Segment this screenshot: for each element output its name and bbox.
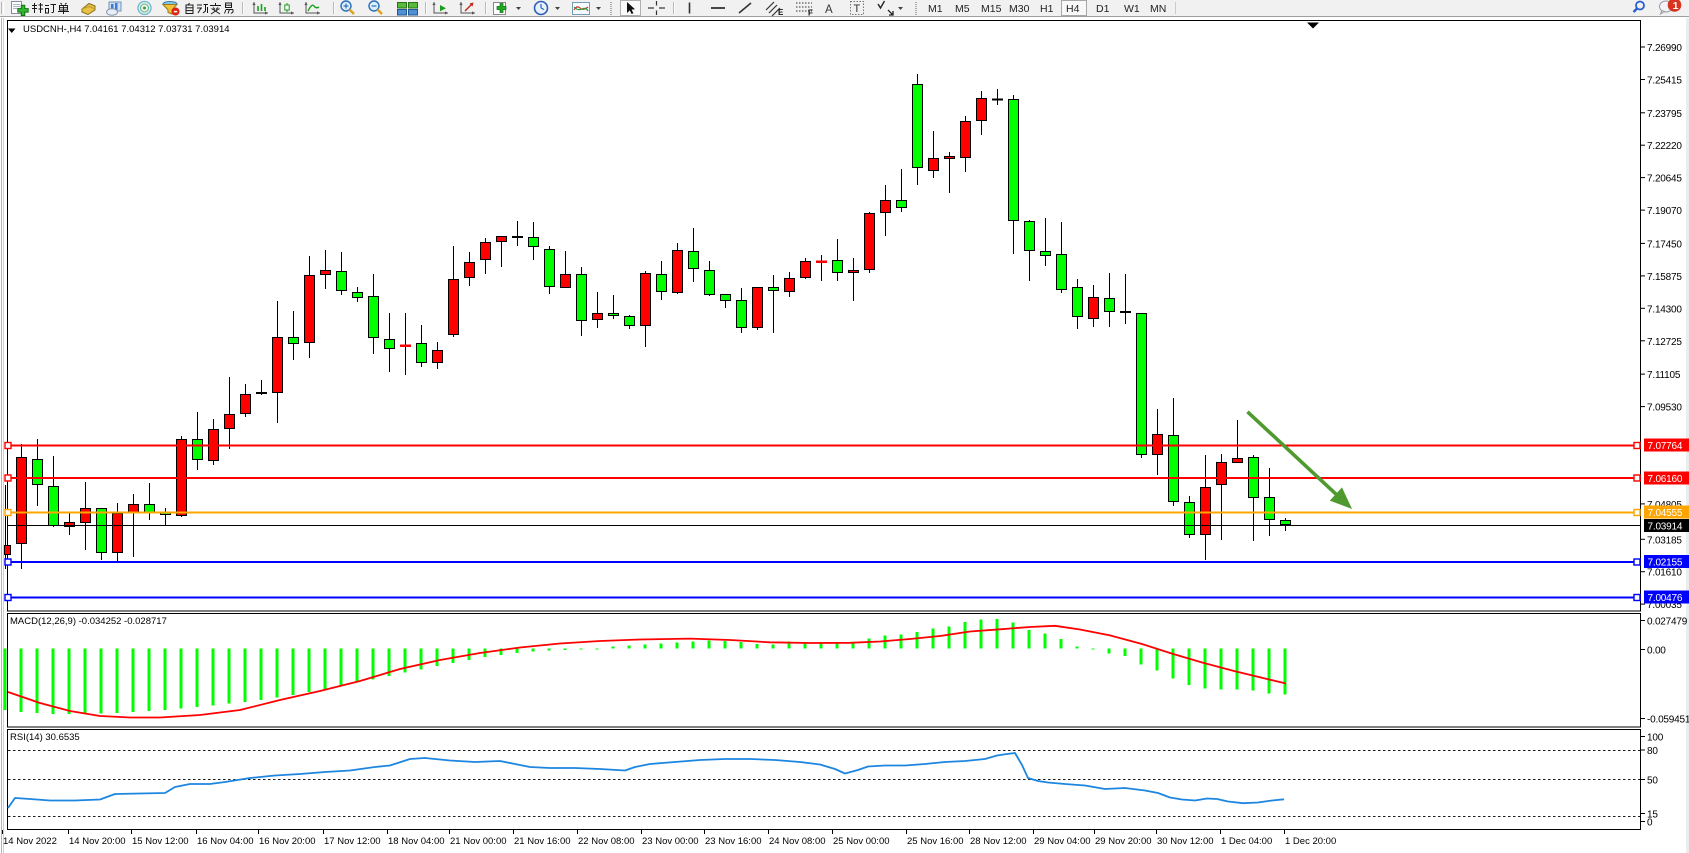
svg-text:1 Dec 20:00: 1 Dec 20:00 xyxy=(1285,836,1336,847)
svg-text:7.04555: 7.04555 xyxy=(1648,508,1683,519)
svg-text:7.19070: 7.19070 xyxy=(1647,206,1682,217)
svg-text:7.02155: 7.02155 xyxy=(1648,558,1683,569)
svg-text:1 Dec 04:00: 1 Dec 04:00 xyxy=(1221,836,1272,847)
svg-text:22 Nov 08:00: 22 Nov 08:00 xyxy=(578,836,635,847)
svg-text:H1: H1 xyxy=(1040,3,1054,15)
svg-text:21 Nov 00:00: 21 Nov 00:00 xyxy=(450,836,507,847)
svg-text:29 Nov 04:00: 29 Nov 04:00 xyxy=(1034,836,1091,847)
svg-text:7.00476: 7.00476 xyxy=(1648,593,1683,604)
svg-text:7.23795: 7.23795 xyxy=(1647,109,1682,120)
svg-text:7.07764: 7.07764 xyxy=(1648,441,1683,452)
svg-text:14 Nov 20:00: 14 Nov 20:00 xyxy=(69,836,126,847)
svg-text:24 Nov 08:00: 24 Nov 08:00 xyxy=(769,836,826,847)
svg-text:23 Nov 16:00: 23 Nov 16:00 xyxy=(705,836,762,847)
svg-text:D1: D1 xyxy=(1096,3,1110,15)
svg-text:7.17450: 7.17450 xyxy=(1647,239,1682,250)
svg-text:MACD(12,26,9) -0.034252 -0.028: MACD(12,26,9) -0.034252 -0.028717 xyxy=(10,616,167,627)
svg-text:14 Nov 2022: 14 Nov 2022 xyxy=(3,836,57,847)
svg-text:H4: H4 xyxy=(1066,3,1080,15)
svg-text:7.00035: 7.00035 xyxy=(1647,600,1682,611)
svg-text:7.01610: 7.01610 xyxy=(1647,568,1682,579)
svg-text:7.06160: 7.06160 xyxy=(1648,474,1683,485)
svg-text:25 Nov 00:00: 25 Nov 00:00 xyxy=(833,836,890,847)
svg-text:25 Nov 16:00: 25 Nov 16:00 xyxy=(907,836,964,847)
svg-text:MN: MN xyxy=(1150,3,1166,15)
svg-text:7.26990: 7.26990 xyxy=(1647,43,1682,54)
svg-text:USDCNH-,H4 7.04161 7.04312 7.: USDCNH-,H4 7.04161 7.04312 7.03731 7.039… xyxy=(23,24,230,35)
svg-text:M30: M30 xyxy=(1009,3,1030,15)
svg-text:15: 15 xyxy=(1647,810,1658,821)
svg-text:15 Nov 12:00: 15 Nov 12:00 xyxy=(132,836,189,847)
svg-text:7.11105: 7.11105 xyxy=(1647,370,1681,381)
svg-text:7.15875: 7.15875 xyxy=(1647,272,1682,283)
svg-text:E: E xyxy=(778,8,784,17)
svg-text:16 Nov 20:00: 16 Nov 20:00 xyxy=(259,836,316,847)
svg-text:0: 0 xyxy=(1647,818,1653,829)
svg-text:7.25415: 7.25415 xyxy=(1647,76,1682,87)
svg-text:100: 100 xyxy=(1647,733,1664,744)
svg-text:7.03914: 7.03914 xyxy=(1648,522,1683,533)
svg-text:RSI(14) 30.6535: RSI(14) 30.6535 xyxy=(10,732,80,743)
svg-text:17 Nov 12:00: 17 Nov 12:00 xyxy=(324,836,381,847)
svg-text:29 Nov 20:00: 29 Nov 20:00 xyxy=(1095,836,1152,847)
svg-text:16 Nov 04:00: 16 Nov 04:00 xyxy=(197,836,254,847)
svg-text:7.03185: 7.03185 xyxy=(1647,535,1682,546)
svg-text:W1: W1 xyxy=(1124,3,1140,15)
svg-text:80: 80 xyxy=(1647,746,1658,757)
svg-text:21 Nov 16:00: 21 Nov 16:00 xyxy=(514,836,571,847)
svg-text:F: F xyxy=(808,9,813,18)
svg-text:7.04805: 7.04805 xyxy=(1647,500,1682,511)
svg-text:7.12725: 7.12725 xyxy=(1647,337,1682,348)
svg-text:-0.059451: -0.059451 xyxy=(1647,715,1689,726)
svg-text:T: T xyxy=(854,3,861,15)
svg-text:23 Nov 00:00: 23 Nov 00:00 xyxy=(642,836,699,847)
svg-text:M15: M15 xyxy=(981,3,1002,15)
svg-text:50: 50 xyxy=(1647,776,1658,787)
svg-text:M1: M1 xyxy=(928,3,943,15)
svg-text:7.14300: 7.14300 xyxy=(1647,304,1682,315)
svg-text:30 Nov 12:00: 30 Nov 12:00 xyxy=(1157,836,1214,847)
svg-text:7.09530: 7.09530 xyxy=(1647,403,1682,414)
svg-text:0.027479: 0.027479 xyxy=(1647,617,1688,628)
svg-text:18 Nov 04:00: 18 Nov 04:00 xyxy=(388,836,445,847)
svg-text:1: 1 xyxy=(1673,0,1679,12)
svg-text:28 Nov 12:00: 28 Nov 12:00 xyxy=(970,836,1027,847)
svg-text:A: A xyxy=(825,4,833,16)
svg-text:0.00: 0.00 xyxy=(1647,646,1666,657)
svg-text:M5: M5 xyxy=(955,3,970,15)
svg-text:7.22220: 7.22220 xyxy=(1647,141,1682,152)
svg-text:7.20645: 7.20645 xyxy=(1647,174,1682,185)
